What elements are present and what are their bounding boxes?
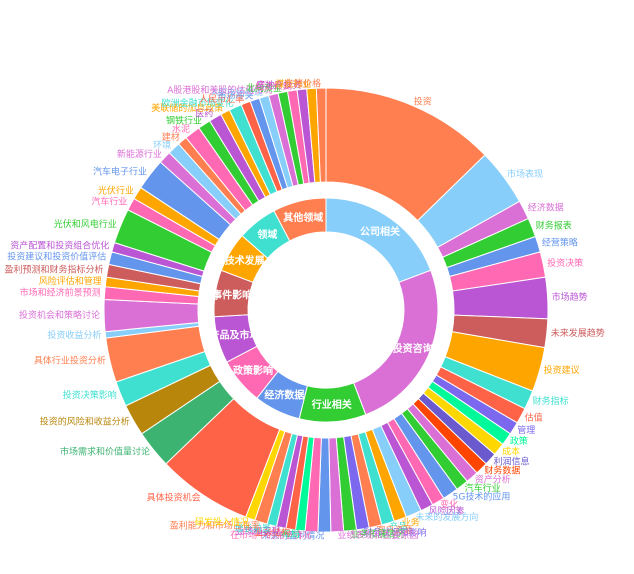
outer-ring-label: 市场表现 (507, 168, 543, 180)
outer-ring-label: 汽车行业 (465, 482, 501, 494)
outer-ring-label: 人民币汇率 (199, 93, 244, 105)
outer-labels: 投资市场表现经济数据财务报表经营策略投资决策市场趋势未来发展趋势投资建议财务指标… (5, 78, 605, 542)
inner-ring-label: 产品及市场 (209, 329, 259, 342)
outer-ring-label: 欧洲金融市场变化 (162, 97, 234, 109)
outer-ring-label: 煤炭行业 (275, 78, 311, 90)
inner-ring-label: 事件影响 (212, 289, 252, 302)
outer-ring-label: 市场趋势 (552, 291, 588, 303)
ring-separator (198, 182, 454, 438)
outer-ring-label: 投资决策 (547, 257, 583, 269)
inner-ring-label: 投资咨询 (393, 342, 433, 355)
outer-ring-label: 盈利能力和市场占有率 (170, 520, 260, 532)
outer-ring-label: 市场冲突 (218, 89, 254, 101)
outer-ring-label: 财务报表 (536, 219, 572, 231)
outer-ring-label: 美联储的加息政策 (151, 102, 223, 114)
outer-ring-label: 北向资金 (246, 82, 282, 94)
outer-ring-label: 投资建议和投资价值评估 (7, 251, 106, 263)
outer-ring-label: 经济数据 (528, 202, 564, 214)
outer-ring-label: A股港股和美股的估值情况 (167, 84, 272, 96)
outer-ring-label: 资产分析 (475, 474, 511, 486)
outer-ring-label: 在市场中的竞争情况 (230, 529, 311, 541)
outer-ring-label: 变化 (440, 499, 458, 511)
outer-ring-label: 估值 (525, 411, 543, 423)
outer-ring-label: 投资收益分析 (47, 329, 101, 341)
outer-ring-label: 客户资源 (376, 524, 412, 536)
outer-ring-label: 投资决策影响 (63, 389, 117, 401)
outer-ring-label: 具体行业投资分析 (34, 355, 106, 367)
outer-ring-label: 5G技术的应用 (453, 491, 511, 503)
outer-ring-label: 经营策略 (542, 236, 578, 248)
inner-ring-label: 行业相关 (311, 398, 352, 411)
outer-ring-label: A股市场表现 (212, 86, 263, 98)
inner-ring-label: 公司相关 (360, 225, 400, 238)
outer-ring-label: 增长前景 (235, 523, 271, 535)
outer-ring-label: 产品 (389, 521, 407, 533)
outer-ring-label: 风险评估和管理 (39, 275, 102, 287)
outer-ring-label: 钢铁行业 (166, 115, 202, 127)
outer-ring-label: 医药 (195, 109, 213, 120)
outer-ring-label: 投资 (414, 95, 432, 107)
outer-ring-label: 业务拓展情况 (351, 528, 405, 540)
outer-ring-label: 业务结构 (254, 527, 290, 539)
inner-ring-label: 技术发展 (225, 254, 265, 267)
inner-ring (198, 182, 454, 438)
outer-ring-label: 市场需求和价值量讨论 (60, 445, 150, 457)
center-hole (248, 232, 404, 388)
outer-ring-label: 新能源行业 (117, 148, 162, 160)
outer-ring-label: 投资的风险和收益分析 (40, 416, 130, 428)
outer-ring-label: 财务指标 (533, 395, 569, 407)
outer-ring-label: 业务 (402, 516, 420, 528)
inner-ring-label: 其他领域 (283, 211, 323, 224)
outer-ring-label: 水泥 (172, 123, 190, 135)
outer-ring-label: 财务数据 (484, 465, 520, 477)
outer-ring-label: 成本 (502, 445, 520, 457)
outer-ring-label: 经济恢复 (256, 80, 292, 92)
outer-ring-label: 业绩表现和主要原因 (337, 529, 418, 541)
outer-ring-label: 未来的盈利情况 (261, 529, 324, 541)
outer-ring-label: 投资建议 (544, 364, 580, 376)
outer-ring-label: 光伏和风电行业 (54, 218, 117, 230)
outer-ring-label: 研发投入情况 (195, 516, 249, 528)
outer-ring-label: 政策 (510, 435, 528, 447)
inner-ring-label: 政策影响 (233, 364, 273, 377)
outer-ring-label: 业绩和表现 (235, 525, 280, 537)
outer-ring-label: 风险因素 (429, 505, 465, 517)
outer-ring-label: 未来的发展方向 (415, 511, 478, 523)
outer-ring-label: 房地产投资 (256, 79, 301, 91)
outer-ring-label: 具体投资机会 (147, 492, 201, 504)
outer-ring-label: 盈利预测和财务指标分析 (5, 264, 104, 276)
outer-ring-label: 资产配置和投资组合优化 (10, 240, 109, 252)
outer-ring-label: 未来发展趋势 (551, 327, 605, 339)
outer-ring-label: 汽车电子行业 (93, 166, 147, 178)
outer-ring-label: 利润信息 (493, 455, 529, 467)
inner-ring-label: 经济数据 (264, 388, 304, 401)
outer-ring-label: 建材 (162, 131, 180, 143)
outer-ring-label: 布局 (282, 528, 300, 540)
outer-ring-label: 投资机会和策略讨论 (19, 309, 100, 321)
outer-ring-label: 光伏行业 (98, 184, 134, 196)
outer-ring-label: 汽车行业 (91, 196, 127, 208)
outer-ring (103, 87, 549, 533)
inner-ring-label: 领域 (257, 228, 277, 241)
outer-ring-label: 财务状况和影响 (364, 526, 427, 538)
outer-ring-label: 市场和经济前景预测 (20, 286, 101, 298)
outer-ring-label: 生猪价格 (285, 78, 321, 90)
outer-ring-label: 管理 (517, 424, 535, 436)
outer-ring-label: 环境 (153, 139, 171, 151)
